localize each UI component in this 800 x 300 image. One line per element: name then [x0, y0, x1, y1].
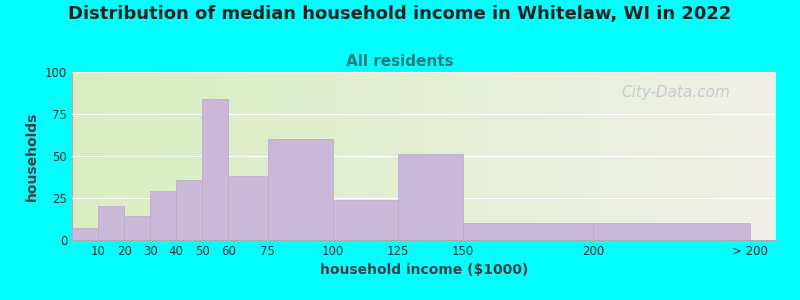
Bar [72, 228, 98, 240]
Bar [463, 223, 594, 240]
Bar [124, 217, 150, 240]
X-axis label: household income ($1000): household income ($1000) [320, 263, 528, 278]
Bar [398, 154, 463, 240]
Bar [267, 139, 333, 240]
Bar [229, 176, 267, 240]
Text: Distribution of median household income in Whitelaw, WI in 2022: Distribution of median household income … [68, 4, 732, 22]
Y-axis label: households: households [26, 111, 39, 201]
Bar [333, 200, 398, 240]
Bar [176, 179, 202, 240]
Bar [594, 223, 750, 240]
Bar [98, 206, 124, 240]
Bar [150, 191, 176, 240]
Text: City-Data.com: City-Data.com [621, 85, 730, 100]
Text: All residents: All residents [346, 54, 454, 69]
Bar [202, 99, 229, 240]
